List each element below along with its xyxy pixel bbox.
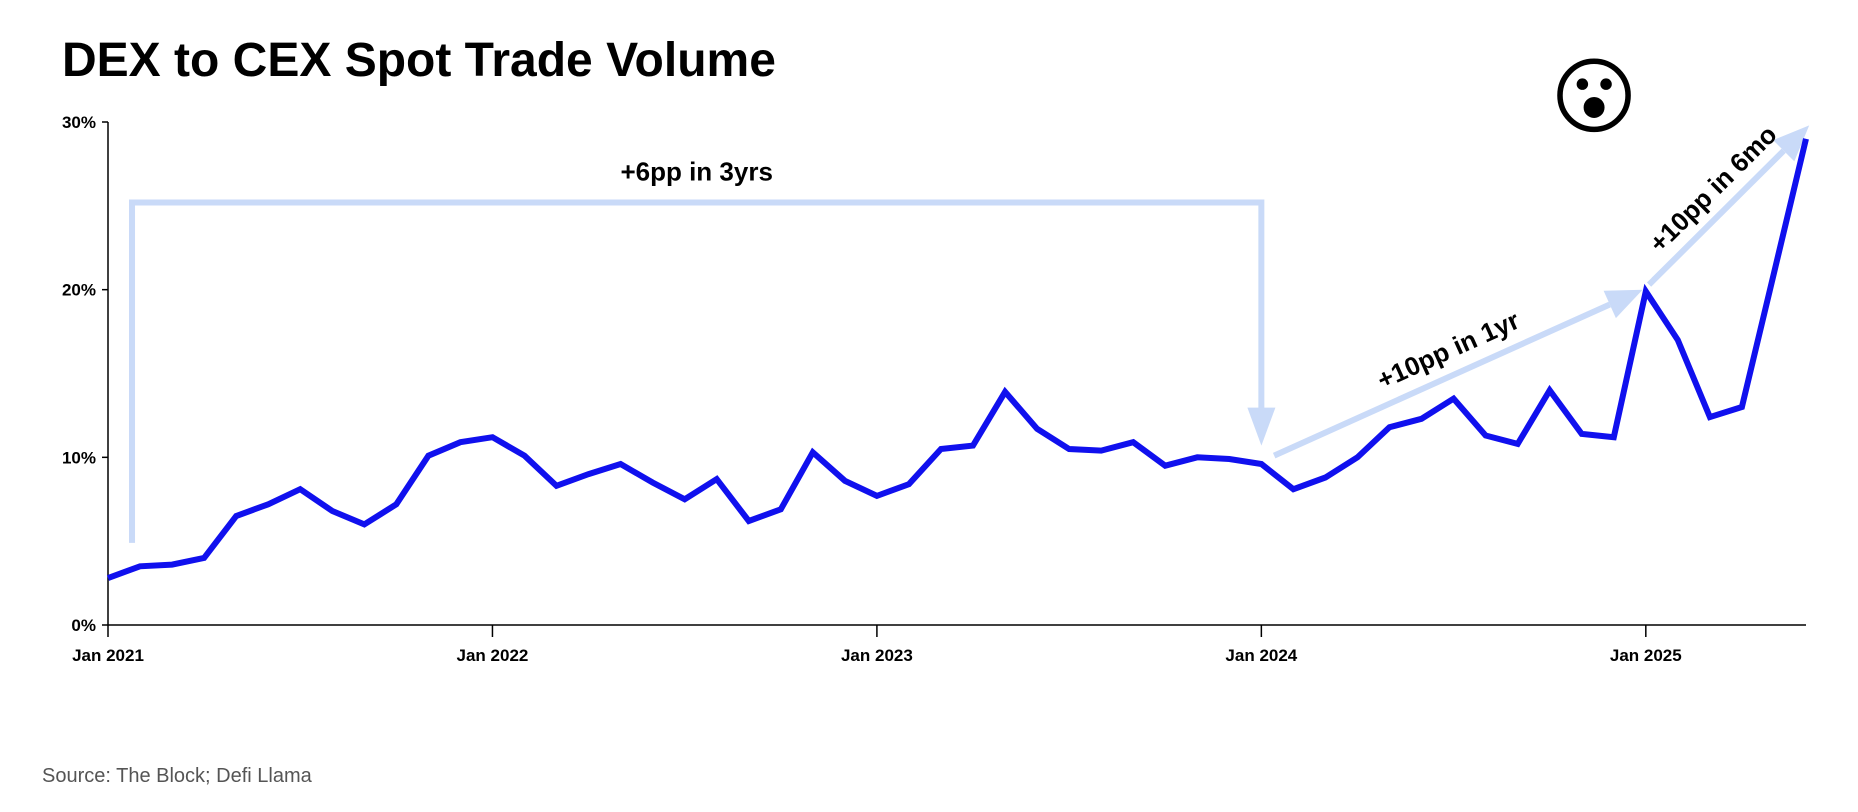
diagonal-arrow-1yr (1272, 301, 1612, 459)
series-layer (106, 138, 1809, 581)
y-tick-label: 20% (62, 281, 96, 300)
bracket-arrow-3yrs (129, 199, 1265, 543)
y-tick-label: 0% (71, 616, 96, 635)
surprised-face-emoji: 😮 (1550, 50, 1638, 144)
x-tick-label: Jan 2023 (841, 646, 913, 665)
source-note: Source: The Block; Defi Llama (42, 765, 313, 787)
x-tick-label: Jan 2024 (1225, 646, 1297, 665)
chart-title: DEX to CEX Spot Trade Volume (62, 34, 776, 87)
bracket-arrow-head (1247, 407, 1276, 446)
y-tick-label: 30% (62, 113, 96, 132)
annotation-labels: +6pp in 3yrs +10pp in 1yr +10pp in 6mo (620, 119, 1782, 395)
series-line (106, 138, 1809, 581)
diagonal-arrow-1yr-head (1603, 289, 1643, 319)
annotation-layer (129, 125, 1810, 543)
x-tick-label: Jan 2025 (1610, 646, 1682, 665)
diagonal-arrow-6mo-head (1773, 125, 1810, 162)
annotation-label-6mo: +10pp in 6mo (1643, 119, 1783, 258)
x-tick-label: Jan 2022 (457, 646, 529, 665)
y-tick-label: 10% (62, 448, 96, 467)
axes: 0% 10% 20% 30% Jan 2021 Jan 2022 Jan 2023 Jan 2… (62, 113, 1806, 665)
annotation-label-1yr: +10pp in 1yr (1372, 305, 1523, 395)
annotation-label-3yrs: +6pp in 3yrs (620, 156, 772, 186)
diagonal-arrow-6mo (1646, 148, 1786, 287)
x-tick-label: Jan 2021 (72, 646, 144, 665)
